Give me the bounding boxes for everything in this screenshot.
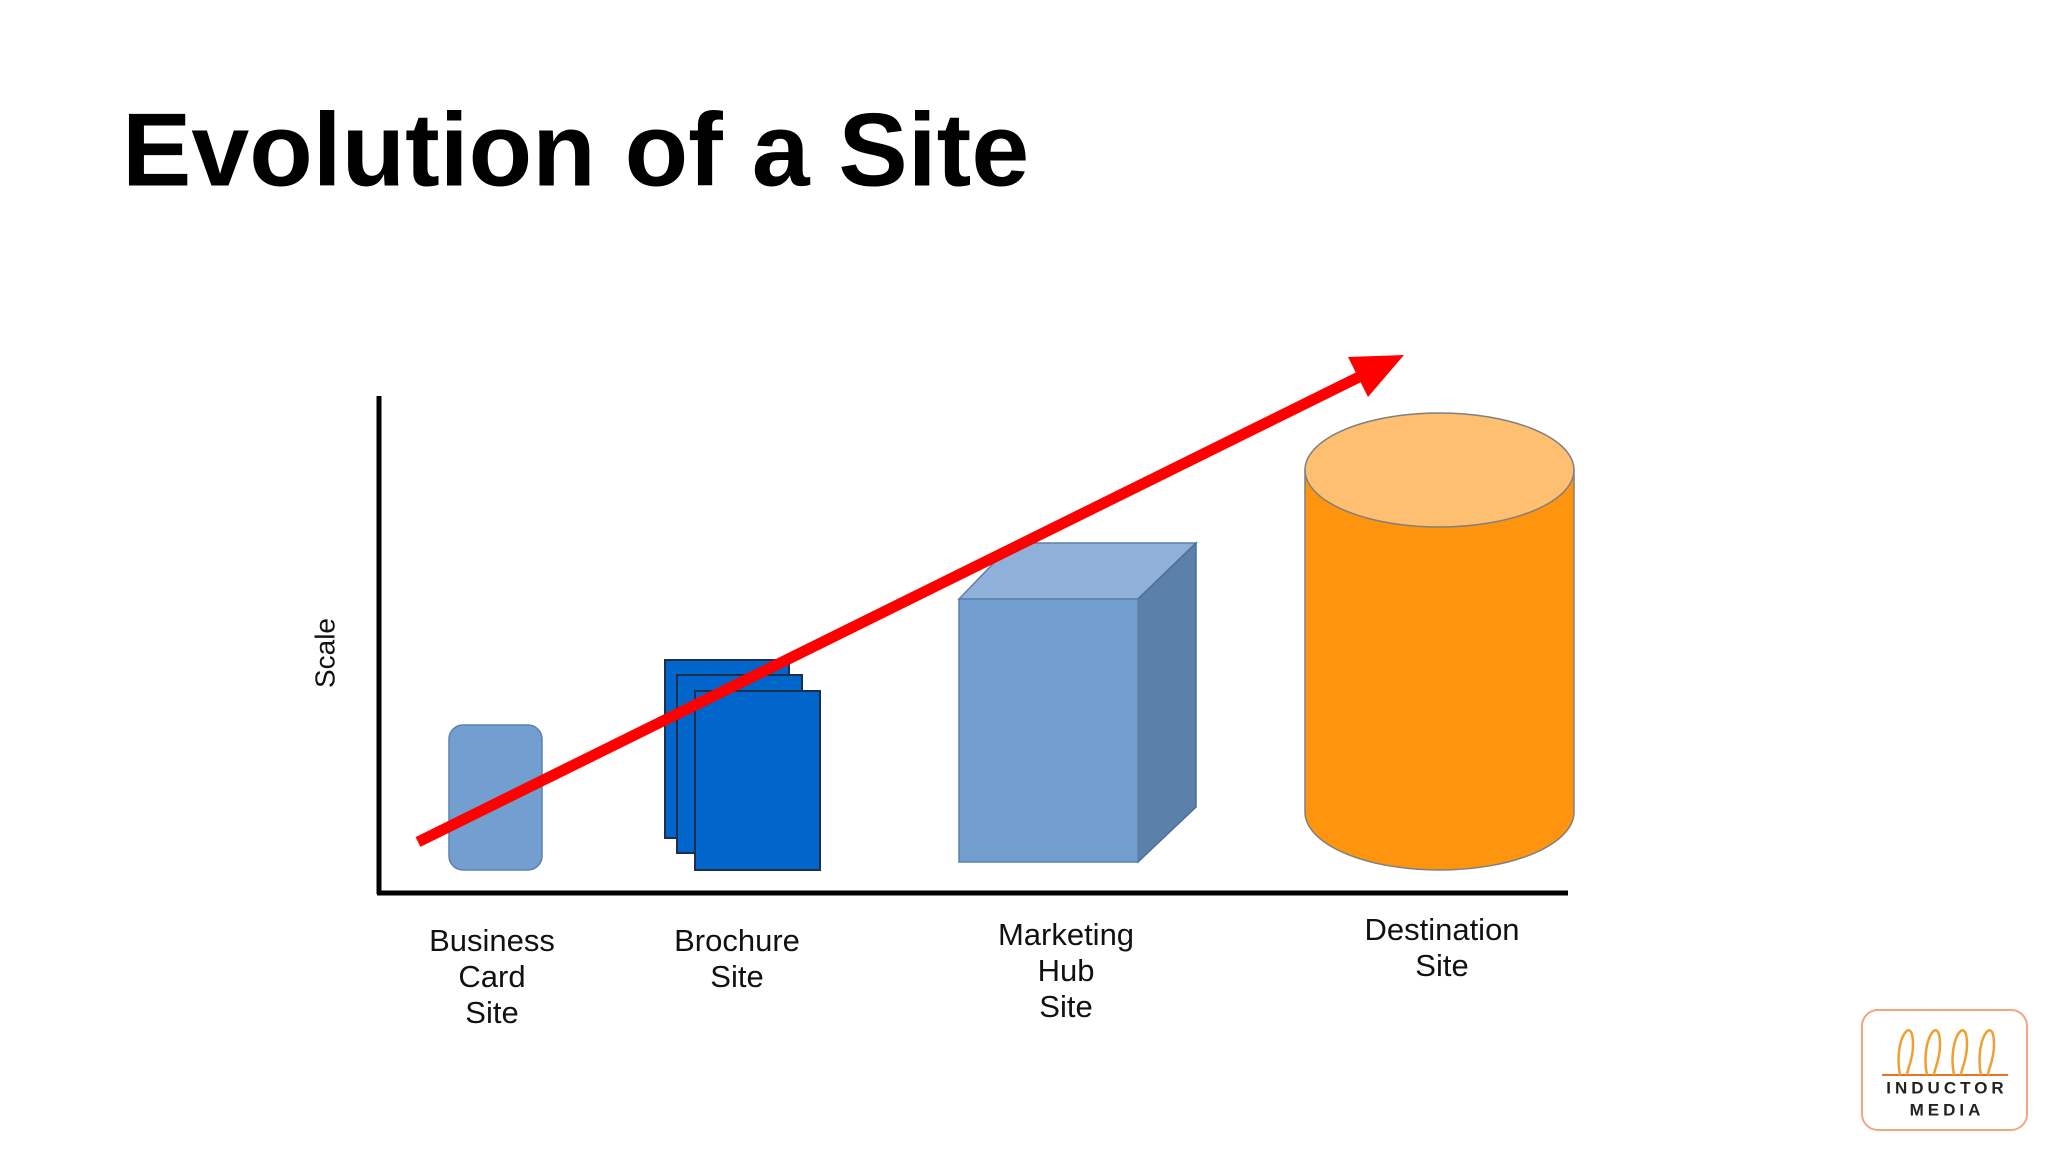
growth-arrow: [415, 371, 1364, 847]
cube-front: [958, 598, 1139, 863]
cylinder-top: [1304, 412, 1575, 528]
logo-text: MEDIA: [1910, 1100, 1985, 1119]
item-label: Business: [429, 923, 555, 958]
axis-label: Scale: [309, 618, 340, 688]
cylinder-body: [1304, 469, 1575, 871]
logo: [1861, 1009, 2028, 1131]
item-label: Site: [1415, 948, 1468, 983]
item-label: Hub: [1038, 953, 1095, 988]
item-label: Brochure: [674, 923, 800, 958]
item-label: Site: [465, 995, 518, 1030]
logo-frame: [1861, 1009, 2028, 1131]
logo-coils: [1897, 1029, 1996, 1076]
cube-side: [1137, 541, 1197, 864]
business-card-shape: [448, 724, 543, 871]
brochure-page: [694, 690, 821, 871]
logo-text: INDUCTOR: [1886, 1078, 2007, 1097]
arrow-head: [1348, 355, 1404, 397]
item-label: Card: [458, 959, 525, 994]
item-label: Site: [710, 959, 763, 994]
item-label: Destination: [1364, 912, 1519, 947]
slide-title: Evolution of a Site: [122, 92, 1029, 208]
item-label: Marketing: [998, 917, 1134, 952]
item-label: Site: [1039, 989, 1092, 1024]
